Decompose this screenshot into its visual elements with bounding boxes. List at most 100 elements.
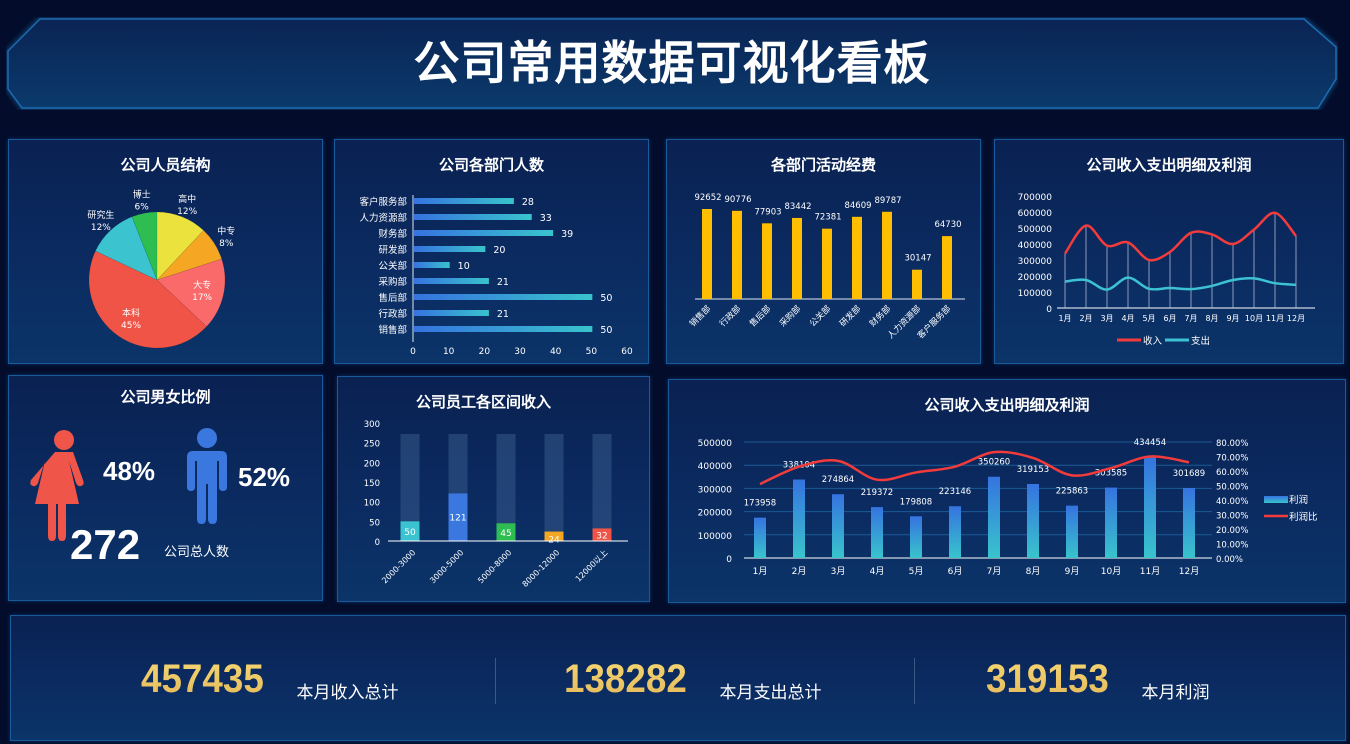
bar-value: 83442	[784, 202, 811, 212]
bar[interactable]	[414, 326, 593, 332]
bar[interactable]	[852, 216, 862, 299]
bar[interactable]	[988, 476, 1000, 558]
bar[interactable]	[910, 516, 922, 558]
bar[interactable]	[732, 210, 742, 299]
bar[interactable]	[1183, 488, 1195, 558]
panel-title: 各部门活动经费	[770, 156, 876, 174]
bar[interactable]	[793, 479, 805, 558]
profit-ratio-line[interactable]	[759, 450, 1190, 486]
tick-label-right: 60.00%	[1216, 468, 1248, 478]
divider	[914, 658, 915, 704]
line-series[interactable]	[1063, 211, 1297, 262]
footer-summary: 457435 本月收入总计 138282 本月支出总计 319153 本月利润	[10, 615, 1346, 741]
bar[interactable]	[414, 198, 514, 204]
bar-background	[544, 434, 564, 541]
pie-value: 6%	[134, 202, 149, 212]
panel-income-expense-line: 公司收入支出明细及利润 0 100000 200000 300000 400000 500…	[994, 139, 1344, 364]
tick-label: 600000	[1018, 209, 1053, 219]
bar[interactable]	[762, 223, 772, 299]
axis-label: 采购部	[777, 303, 803, 329]
axis-label: 4月	[870, 566, 885, 577]
bar[interactable]	[414, 230, 554, 236]
bar[interactable]	[414, 262, 450, 268]
legend-profit-swatch[interactable]	[1264, 496, 1288, 503]
bar[interactable]	[832, 494, 844, 558]
bar-value: 223146	[939, 487, 971, 497]
bar[interactable]	[702, 209, 712, 299]
pie-value: 12%	[91, 223, 111, 233]
bar[interactable]	[448, 493, 468, 541]
axis-label: 11月	[1140, 566, 1160, 577]
axis-label: 公关部	[378, 260, 407, 272]
pie-value: 12%	[177, 207, 197, 217]
legend-label[interactable]: 收入	[1143, 335, 1163, 347]
bar[interactable]	[1144, 457, 1156, 558]
panel-gender-ratio: 公司男女比例 48% 52% 272 公司总人数	[8, 375, 323, 601]
pie-slice[interactable]	[156, 230, 222, 281]
bar[interactable]	[1105, 487, 1117, 558]
tick-label-right: 70.00%	[1216, 454, 1248, 464]
bar[interactable]	[822, 228, 832, 299]
tick-label-right: 50.00%	[1216, 483, 1248, 493]
bar[interactable]	[949, 506, 961, 558]
bar[interactable]	[942, 236, 952, 299]
bar[interactable]	[496, 523, 516, 541]
horizontal-bar-chart[interactable]: 客户服务部 28 人力资源部 33 财务部 39 研发部 20 公关部 10 采购部 21 售后部 50 行…	[335, 140, 650, 365]
pie-slice[interactable]	[95, 216, 158, 281]
panel-dept-count: 公司各部门人数 客户服务部 28 人力资源部 33 财务部 39 研发部 20 公关部 10 采购部…	[334, 139, 649, 364]
legend-label[interactable]: 利润比	[1289, 511, 1318, 523]
bar[interactable]	[414, 214, 532, 220]
panel-profit: 公司收入支出明细及利润 0 100000 200000 300000 400000 500…	[668, 379, 1346, 603]
bar[interactable]	[882, 211, 892, 299]
bar-value: 33	[540, 213, 552, 224]
profit-combo-chart[interactable]: 0 100000 200000 300000 400000 500000 0.00% 10.0…	[669, 380, 1347, 604]
panel-title: 公司收入支出明细及利润	[1086, 156, 1252, 174]
bar-value: 30147	[904, 254, 931, 264]
axis-label: 9月	[1226, 314, 1239, 323]
bar-value: 179808	[900, 497, 932, 507]
salary-bar-chart[interactable]: 0 50 100 150 200 250 300 50 2000-3000 121 3000-500…	[338, 377, 651, 603]
axis-label: 人力资源部	[359, 212, 407, 224]
bar[interactable]	[544, 531, 564, 541]
bar-value: 77903	[754, 207, 781, 217]
pie-slice[interactable]	[156, 211, 204, 281]
income-line-chart[interactable]: 0 100000 200000 300000 400000 500000 600000 700…	[995, 140, 1345, 365]
legend-label[interactable]: 支出	[1191, 335, 1210, 347]
bar-value: 90776	[724, 195, 751, 205]
bar[interactable]	[1066, 505, 1078, 558]
tick-label: 300	[364, 420, 380, 430]
bar[interactable]	[414, 246, 486, 252]
axis-label: 8月	[1026, 566, 1041, 577]
pie-chart[interactable]: 高中 12% 中专 8% 大专 17% 本科 45% 研究生 12% 博士 6%	[9, 140, 324, 365]
bar-value: 89787	[874, 196, 901, 206]
tick-label: 0	[726, 555, 732, 565]
expense-bar-chart[interactable]: 92652 销售部 90776 行政部 77903 售后部 83442 采购部 72381 公关部…	[667, 140, 982, 365]
stat-value: 138282	[564, 656, 687, 701]
pie-slice[interactable]	[131, 211, 158, 281]
bar[interactable]	[400, 521, 420, 541]
bar[interactable]	[414, 310, 489, 316]
pie-label: 中专	[217, 225, 235, 237]
axis-label: 4月	[1121, 314, 1134, 323]
pie-slice[interactable]	[88, 250, 207, 349]
line-series[interactable]	[1064, 276, 1297, 291]
bar[interactable]	[414, 278, 489, 284]
bar[interactable]	[792, 217, 802, 299]
bar-value: 21	[497, 277, 509, 288]
bar-value: 219372	[861, 488, 893, 498]
bar[interactable]	[592, 528, 612, 541]
axis-label: 12月	[1287, 314, 1305, 323]
bar[interactable]	[1027, 483, 1039, 558]
bar[interactable]	[754, 517, 766, 558]
axis-label: 7月	[1184, 314, 1197, 323]
legend-label[interactable]: 利润	[1289, 494, 1308, 506]
header-frame	[6, 17, 1338, 110]
bar[interactable]	[871, 507, 883, 558]
tick-label: 500000	[1018, 225, 1053, 235]
bar[interactable]	[912, 269, 922, 299]
pie-label: 研究生	[87, 209, 114, 221]
pie-slice[interactable]	[156, 258, 226, 327]
panel-title: 公司员工各区间收入	[415, 393, 551, 411]
bar[interactable]	[414, 294, 593, 300]
bar-value: 10	[458, 261, 470, 272]
